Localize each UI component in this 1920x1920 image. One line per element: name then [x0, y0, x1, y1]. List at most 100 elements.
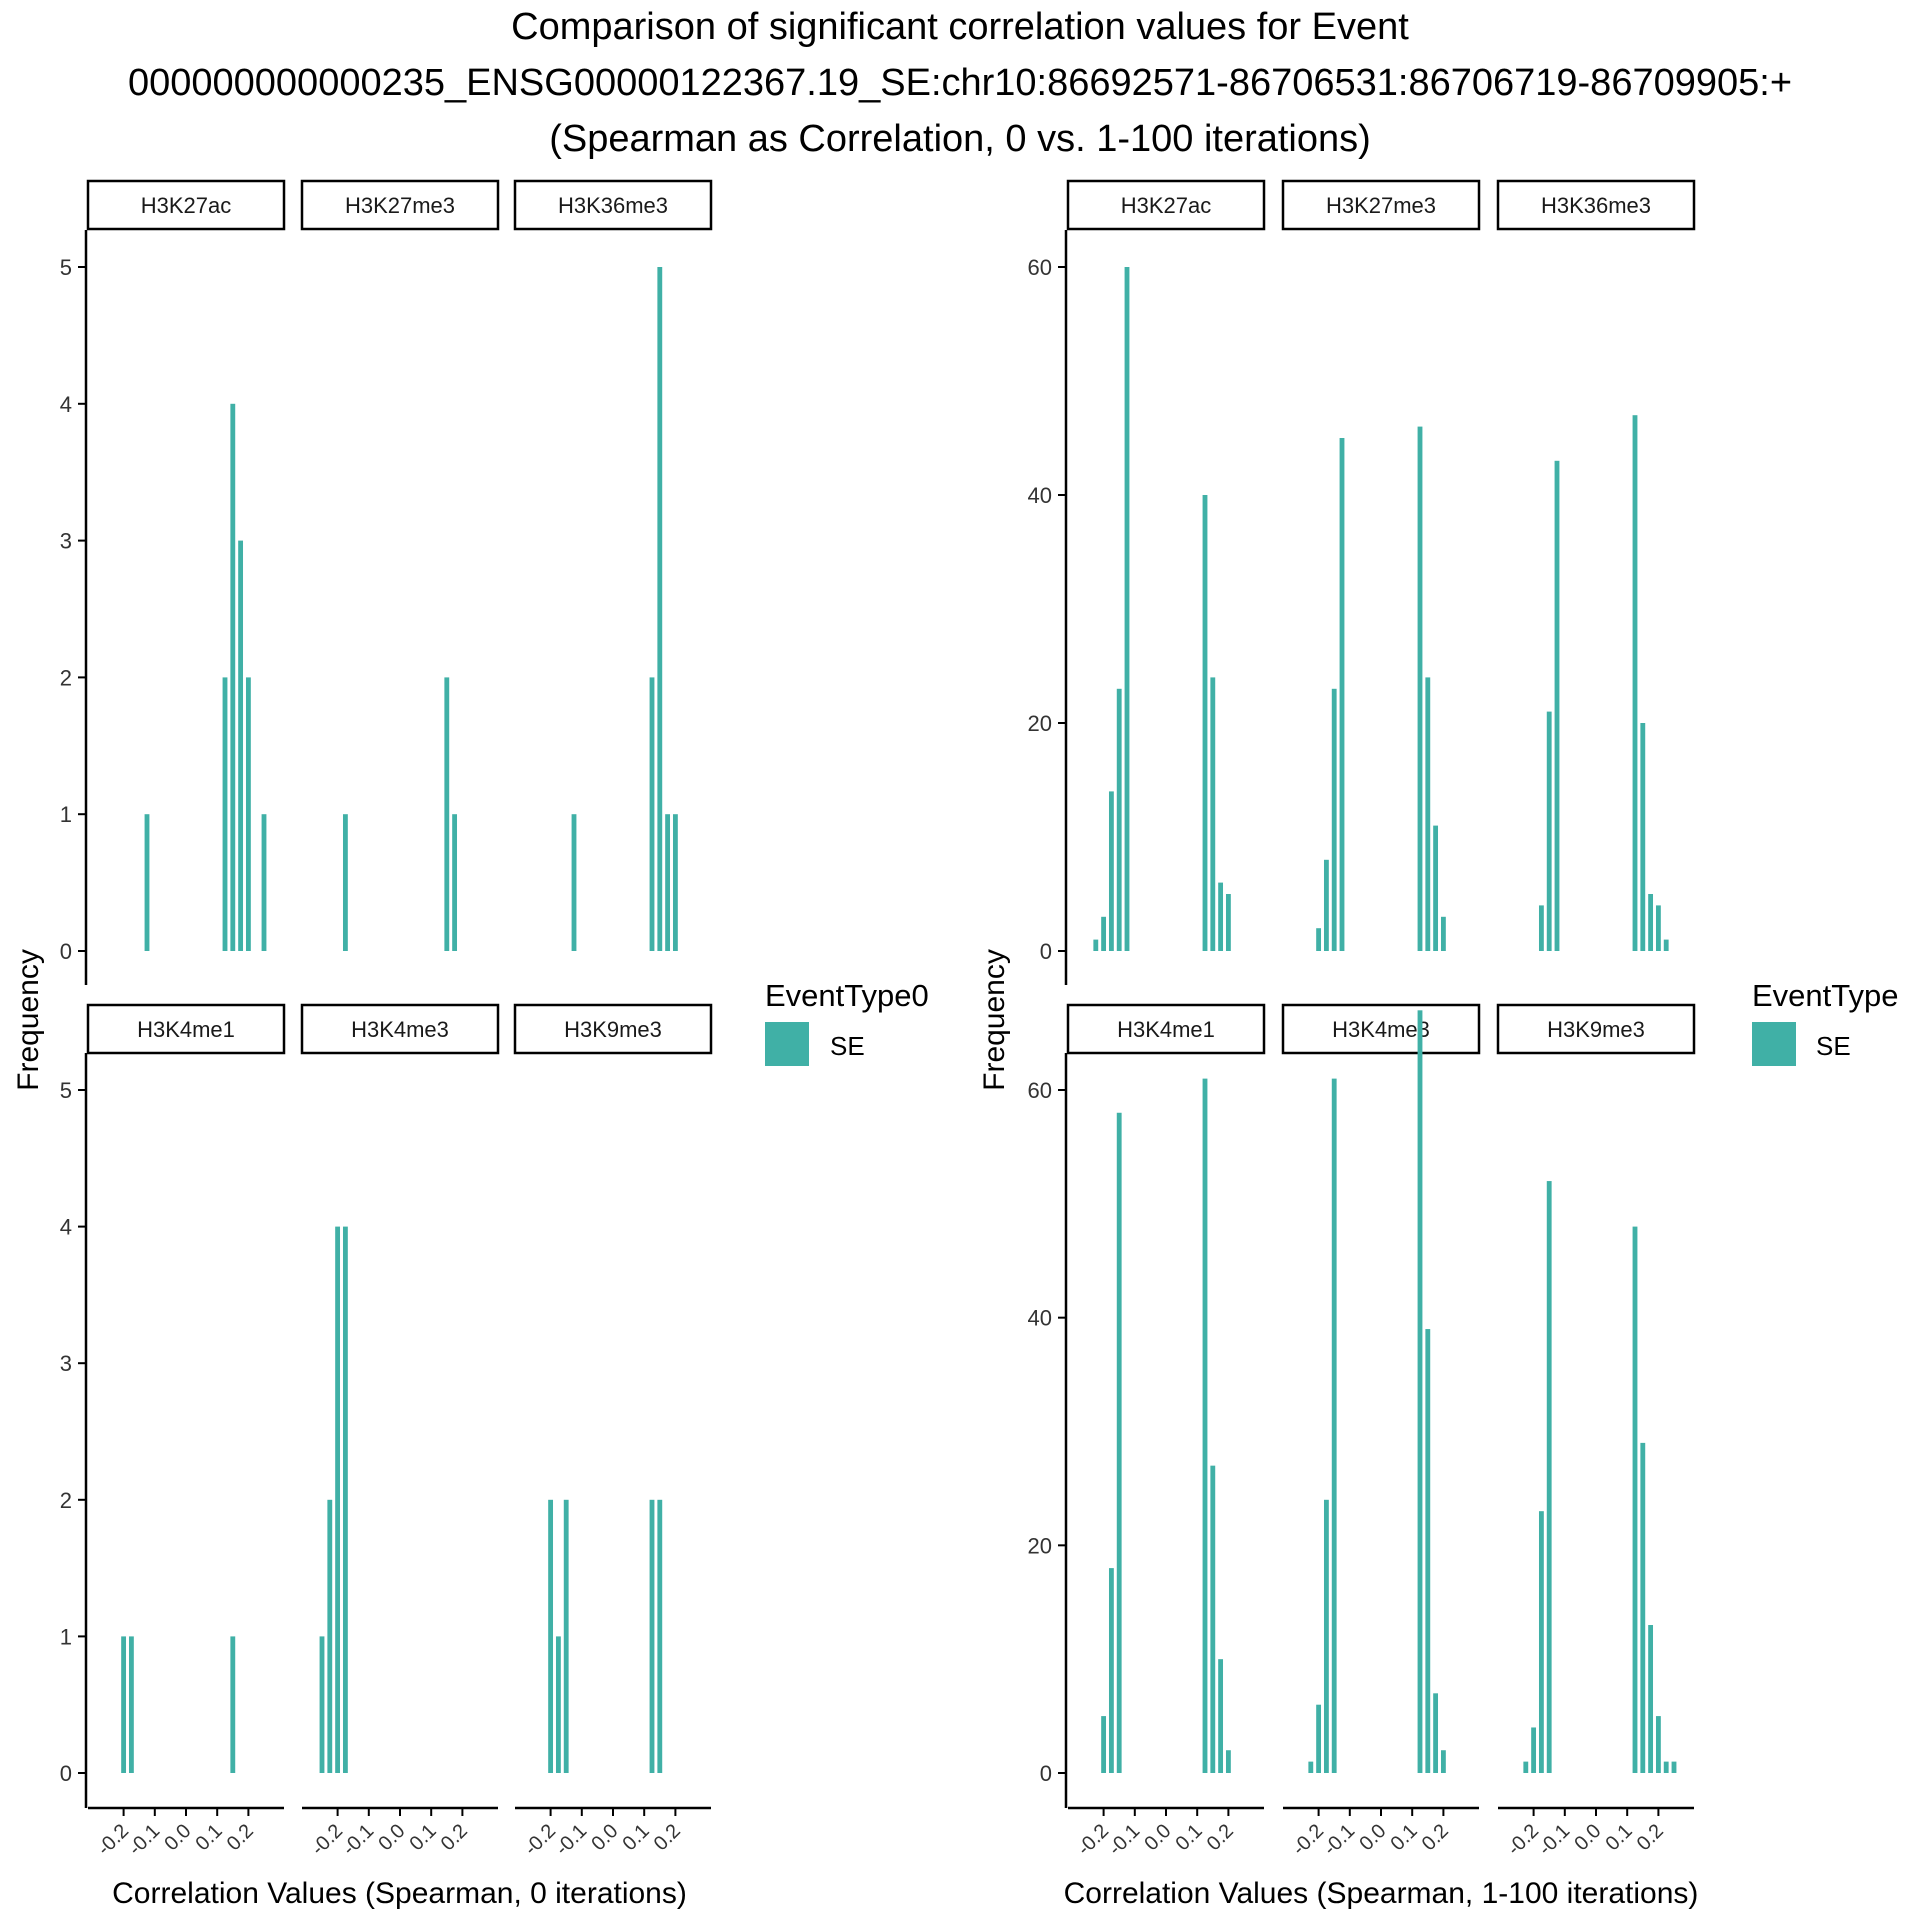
- histogram-bar-0-1-1-1: [327, 1499, 333, 1773]
- x-tick-label-0-2-2: 0.0: [587, 1820, 622, 1855]
- x-tick-label-1-0-0: -0.2: [1073, 1820, 1113, 1860]
- histogram-bar-1-1-0-1: [1108, 1568, 1114, 1773]
- legend-label-right: SE: [1816, 1031, 1851, 1061]
- legend-title-right: EventType: [1752, 978, 1899, 1013]
- histogram-bar-0-0-2-4: [672, 814, 678, 951]
- x-tick-label-0-0-4: 0.2: [223, 1820, 258, 1855]
- x-tick-label-1-2-4: 0.2: [1633, 1820, 1668, 1855]
- y-tick-label-1-0-2: 40: [1028, 483, 1052, 508]
- facet-strip-0-1-1: [300, 1003, 500, 1055]
- histogram-bar-0-0-0-5: [261, 814, 267, 951]
- x-tick-label-0-1-2: 0.0: [374, 1820, 409, 1855]
- histogram-bar-0-0-2-3: [665, 814, 671, 951]
- x-tick-label-1-0-1: -0.1: [1104, 1820, 1144, 1860]
- x-tick-label-1-2-3: 0.1: [1602, 1820, 1637, 1855]
- histogram-bar-1-0-0-7: [1218, 882, 1224, 951]
- x-tick-label-1-0-3: 0.1: [1172, 1820, 1207, 1855]
- x-tick-label-0-0-0: -0.2: [93, 1820, 133, 1860]
- facet-strip-0-0-2: [513, 179, 713, 231]
- y-tick-label-0-0-5: 5: [60, 255, 72, 280]
- y-tick-label-0-1-0: 0: [60, 1761, 72, 1786]
- histogram-bar-1-1-2-6: [1648, 1625, 1654, 1773]
- facet-strip-1-1-1: [1281, 1003, 1481, 1055]
- chart-title-line-2: 000000000000235_ENSG00000122367.19_SE:ch…: [127, 62, 1793, 104]
- y-axis-title-0: Frequency: [12, 949, 45, 1091]
- histogram-bar-0-1-0-2: [230, 1636, 236, 1773]
- facet-strip-0-1-0: [86, 1003, 286, 1055]
- y-tick-label-0-1-1: 1: [60, 1624, 72, 1649]
- histogram-bar-1-1-1-6: [1433, 1693, 1439, 1773]
- histogram-bar-0-0-0-4: [245, 677, 251, 951]
- x-tick-label-1-1-1: -0.1: [1319, 1820, 1359, 1860]
- histogram-bar-0-0-1-2: [452, 814, 458, 951]
- facet-label-1-0-1: H3K27me3: [1326, 193, 1436, 218]
- facet-strip-0-0-1: [300, 179, 500, 231]
- histogram-bar-1-0-1-0: [1316, 928, 1322, 951]
- histogram-bar-1-1-1-1: [1316, 1704, 1322, 1773]
- x-tick-label-0-2-4: 0.2: [650, 1820, 685, 1855]
- y-tick-label-1-0-3: 60: [1028, 255, 1052, 280]
- legend-swatch-right: [1752, 1022, 1796, 1066]
- histogram-bar-1-0-2-0: [1538, 905, 1544, 951]
- x-tick-label-0-1-0: -0.2: [307, 1820, 347, 1860]
- facet-label-1-1-2: H3K9me3: [1547, 1017, 1645, 1042]
- histogram-bar-0-0-1-0: [342, 814, 348, 951]
- facet-label-0-0-0: H3K27ac: [141, 193, 232, 218]
- histogram-bar-0-1-1-2: [335, 1226, 341, 1773]
- histogram-bar-1-0-1-4: [1417, 426, 1423, 952]
- histogram-bar-1-0-0-1: [1101, 916, 1107, 951]
- histogram-bar-1-1-1-5: [1425, 1329, 1431, 1773]
- histogram-bar-1-1-2-8: [1663, 1761, 1669, 1773]
- facet-label-0-1-0: H3K4me1: [137, 1017, 235, 1042]
- x-tick-label-1-1-0: -0.2: [1288, 1820, 1328, 1860]
- x-tick-label-0-2-1: -0.1: [551, 1820, 591, 1860]
- histogram-bar-1-0-1-3: [1339, 438, 1345, 951]
- histogram-bar-1-0-2-7: [1663, 939, 1669, 951]
- histogram-bar-1-0-1-5: [1425, 677, 1431, 951]
- facet-label-1-0-2: H3K36me3: [1541, 193, 1651, 218]
- y-tick-label-1-0-0: 0: [1040, 939, 1052, 964]
- x-tick-label-1-0-2: 0.0: [1140, 1820, 1175, 1855]
- histogram-bar-1-1-0-5: [1218, 1659, 1224, 1773]
- histogram-bar-1-1-2-9: [1671, 1761, 1677, 1773]
- chart-title-line-3: (Spearman as Correlation, 0 vs. 1-100 it…: [549, 118, 1371, 160]
- y-tick-label-1-1-0: 0: [1040, 1761, 1052, 1786]
- histogram-bar-1-0-0-6: [1210, 677, 1216, 951]
- x-tick-label-0-2-3: 0.1: [619, 1820, 654, 1855]
- histogram-bar-1-0-0-2: [1108, 791, 1114, 951]
- y-tick-label-0-1-3: 3: [60, 1351, 72, 1376]
- x-tick-label-1-2-0: -0.2: [1503, 1820, 1543, 1860]
- y-tick-label-0-0-4: 4: [60, 392, 72, 417]
- facet-strip-1-0-2: [1496, 179, 1696, 231]
- histogram-bar-1-0-1-7: [1440, 916, 1446, 951]
- histogram-bar-0-1-2-0: [548, 1499, 554, 1773]
- histogram-bar-1-0-2-2: [1554, 460, 1560, 951]
- histogram-bar-0-0-0-3: [238, 540, 244, 951]
- histogram-bar-1-1-1-3: [1331, 1078, 1337, 1773]
- y-tick-label-0-0-0: 0: [60, 939, 72, 964]
- histogram-bar-1-1-2-2: [1538, 1511, 1544, 1773]
- histogram-bar-1-1-1-7: [1440, 1750, 1446, 1773]
- histogram-bar-1-0-2-6: [1655, 905, 1661, 951]
- histogram-bar-0-0-2-1: [649, 677, 655, 951]
- x-tick-label-1-0-4: 0.2: [1203, 1820, 1238, 1855]
- x-axis-title-0: Correlation Values (Spearman, 0 iteratio…: [112, 1877, 687, 1910]
- histogram-bar-0-1-1-3: [342, 1226, 348, 1773]
- facet-label-0-0-1: H3K27me3: [345, 193, 455, 218]
- histogram-bar-1-1-1-2: [1323, 1499, 1329, 1773]
- chart-title-line-1: Comparison of significant correlation va…: [511, 6, 1409, 48]
- histogram-bar-1-1-0-4: [1210, 1465, 1216, 1773]
- y-tick-label-0-0-1: 1: [60, 802, 72, 827]
- facet-strip-0-1-2: [513, 1003, 713, 1055]
- histogram-bar-1-0-0-3: [1116, 688, 1122, 951]
- histogram-bar-1-0-0-8: [1225, 894, 1231, 951]
- x-tick-label-1-1-2: 0.0: [1355, 1820, 1390, 1855]
- histogram-bar-0-1-2-1: [555, 1636, 561, 1773]
- x-tick-label-0-0-1: -0.1: [124, 1820, 164, 1860]
- histogram-bar-1-0-0-0: [1093, 939, 1099, 951]
- facet-label-1-1-0: H3K4me1: [1117, 1017, 1215, 1042]
- histogram-bar-1-0-2-3: [1632, 415, 1638, 951]
- histogram-bar-0-1-2-4: [657, 1499, 663, 1773]
- legend-title-left: EventType0: [765, 978, 929, 1013]
- facet-label-0-1-2: H3K9me3: [564, 1017, 662, 1042]
